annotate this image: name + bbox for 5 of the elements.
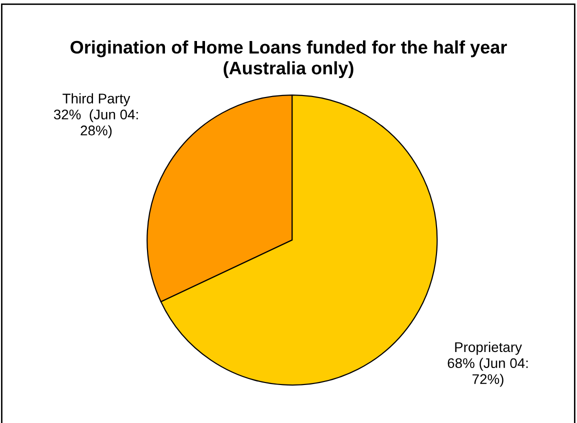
data-label: 68% (Jun 04: 72%)	[448, 358, 528, 387]
chart-title: Origination of Home Loans funded for the half year (Australia only)	[70, 40, 507, 78]
slice-label: Third Party	[62, 93, 130, 106]
slice-label: Proprietary	[455, 342, 522, 355]
data-label: 32% (Jun 04: 28%)	[54, 109, 138, 138]
